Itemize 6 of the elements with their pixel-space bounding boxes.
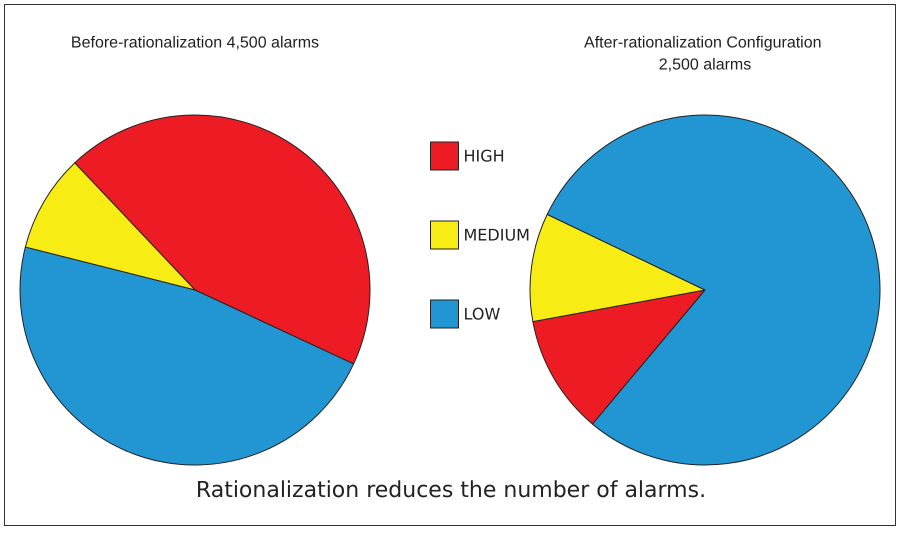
- legend-label: MEDIUM: [464, 226, 530, 244]
- slice-label: Before-rationalization 4,500 alarms: [70, 34, 320, 52]
- slice-label: After-rationalization Configuration 2,500 alarms: [584, 34, 826, 74]
- text: Rationalization reduces the number of alarms.: [194, 478, 708, 503]
- legend-label: HIGH: [464, 146, 505, 166]
- legend-label: LOW: [464, 304, 500, 324]
